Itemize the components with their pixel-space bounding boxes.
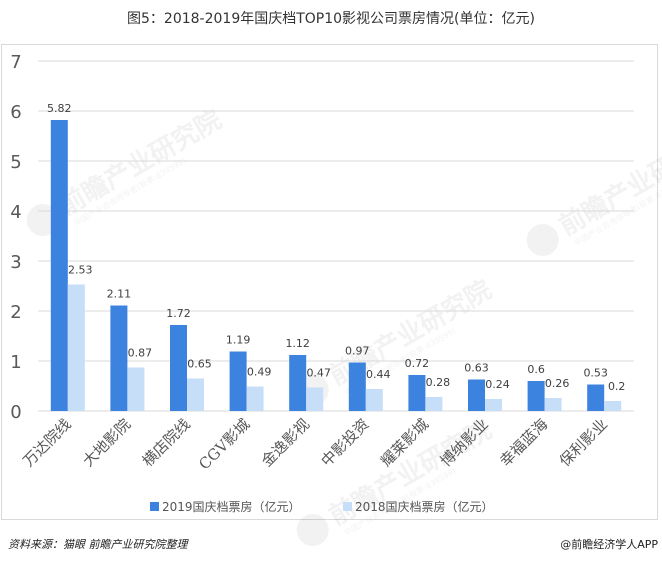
bar-2018	[365, 389, 383, 411]
watermark-logo-icon	[526, 224, 559, 256]
data-label-2018: 0.2	[608, 380, 626, 393]
bar-2019	[468, 379, 485, 411]
credit-note: @前瞻经济学人APP	[560, 538, 658, 551]
data-label-2019: 5.82	[47, 102, 72, 115]
source-note: 资料来源：猫眼 前瞻产业研究院整理	[8, 538, 188, 551]
bar-2018	[246, 386, 264, 411]
data-label-2018: 0.24	[485, 378, 510, 391]
bar-2018	[544, 398, 562, 411]
x-category-label: 中影投资	[317, 415, 372, 470]
x-category-label: 金逸影视	[258, 415, 313, 470]
bar-2018	[187, 378, 204, 411]
data-label-2018: 0.47	[306, 367, 331, 380]
y-tick-label: 0	[10, 402, 21, 423]
bar-2018	[127, 367, 145, 411]
data-label-2019: 2.11	[107, 288, 132, 301]
bar-2019	[50, 120, 68, 411]
data-label-2019: 0.97	[345, 345, 370, 358]
y-tick-label: 7	[10, 52, 21, 73]
bar-2018	[604, 401, 622, 411]
data-label-2019: 0.53	[583, 367, 608, 380]
data-label-2018: 0.65	[187, 358, 212, 371]
x-category-label: CGV影城	[195, 415, 253, 473]
y-tick-label: 1	[10, 352, 21, 373]
bar-2019	[229, 351, 247, 411]
y-tick-label: 2	[10, 302, 21, 323]
x-category-label: 万达院线	[19, 415, 74, 470]
data-label-2019: 0.72	[405, 357, 430, 370]
watermark-logo-icon	[26, 204, 59, 236]
legend-label-2019: 2019国庆档票房（亿元）	[162, 500, 301, 514]
data-label-2018: 0.26	[545, 377, 570, 390]
chart-frame	[1, 44, 658, 520]
data-label-2019: 1.19	[226, 334, 251, 347]
legend-swatch-2018	[343, 502, 352, 511]
bar-2019	[110, 305, 128, 411]
data-label-2019: 0.63	[464, 362, 489, 375]
bar-2019	[348, 362, 366, 411]
bar-2019	[170, 325, 187, 411]
x-category-label: 保利影业	[556, 415, 611, 470]
bar-2019	[408, 375, 426, 411]
bar-2018	[425, 397, 443, 411]
svg-text:前瞻产业研究院: 前瞻产业研究院	[54, 104, 227, 222]
chart-title: 图5：2018-2019年国庆档TOP10影视公司票房情况(单位：亿元)	[127, 11, 535, 27]
data-label-2019: 1.72	[166, 307, 191, 320]
bar-2019	[587, 384, 605, 411]
bar-2018	[485, 399, 502, 411]
y-tick-label: 6	[10, 102, 21, 123]
x-category-label: 幸福蓝海	[496, 415, 551, 470]
data-label-2018: 0.28	[426, 376, 451, 389]
data-label-2018: 0.87	[128, 347, 153, 360]
bar-2019	[289, 355, 307, 411]
y-tick-label: 4	[10, 202, 21, 223]
data-label-2018: 2.53	[68, 264, 93, 277]
legend-swatch-2019	[150, 502, 159, 511]
watermark-logo-icon	[296, 514, 329, 546]
y-tick-label: 3	[10, 252, 21, 273]
legend-label-2018: 2018国庆档票房（亿元）	[355, 500, 494, 514]
x-category-label: 横店院线	[139, 415, 194, 470]
legend-item-2019: 2019国庆档票房（亿元）	[150, 498, 301, 515]
y-tick-label: 5	[10, 152, 21, 173]
bar-2018	[306, 387, 324, 411]
bar-2019	[527, 381, 545, 411]
x-category-label: 大地影院	[79, 415, 134, 470]
data-label-2019: 1.12	[285, 337, 310, 350]
data-label-2019: 0.6	[527, 363, 545, 376]
legend-item-2018: 2018国庆档票房（亿元）	[343, 498, 494, 515]
bar-2018	[67, 284, 85, 411]
data-label-2018: 0.44	[366, 368, 391, 381]
data-label-2018: 0.49	[247, 366, 272, 379]
